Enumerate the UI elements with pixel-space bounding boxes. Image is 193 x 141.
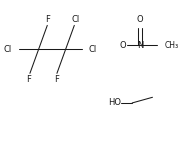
Text: Cl: Cl (4, 45, 12, 54)
Text: O: O (137, 15, 143, 24)
Text: F: F (54, 75, 59, 84)
Text: F: F (45, 15, 50, 24)
Text: N: N (137, 41, 143, 50)
Text: Cl: Cl (71, 15, 79, 24)
Text: CH₃: CH₃ (165, 41, 179, 50)
Text: HO: HO (108, 98, 121, 107)
Text: Cl: Cl (89, 45, 97, 54)
Text: O: O (119, 41, 126, 50)
Text: F: F (26, 75, 31, 84)
